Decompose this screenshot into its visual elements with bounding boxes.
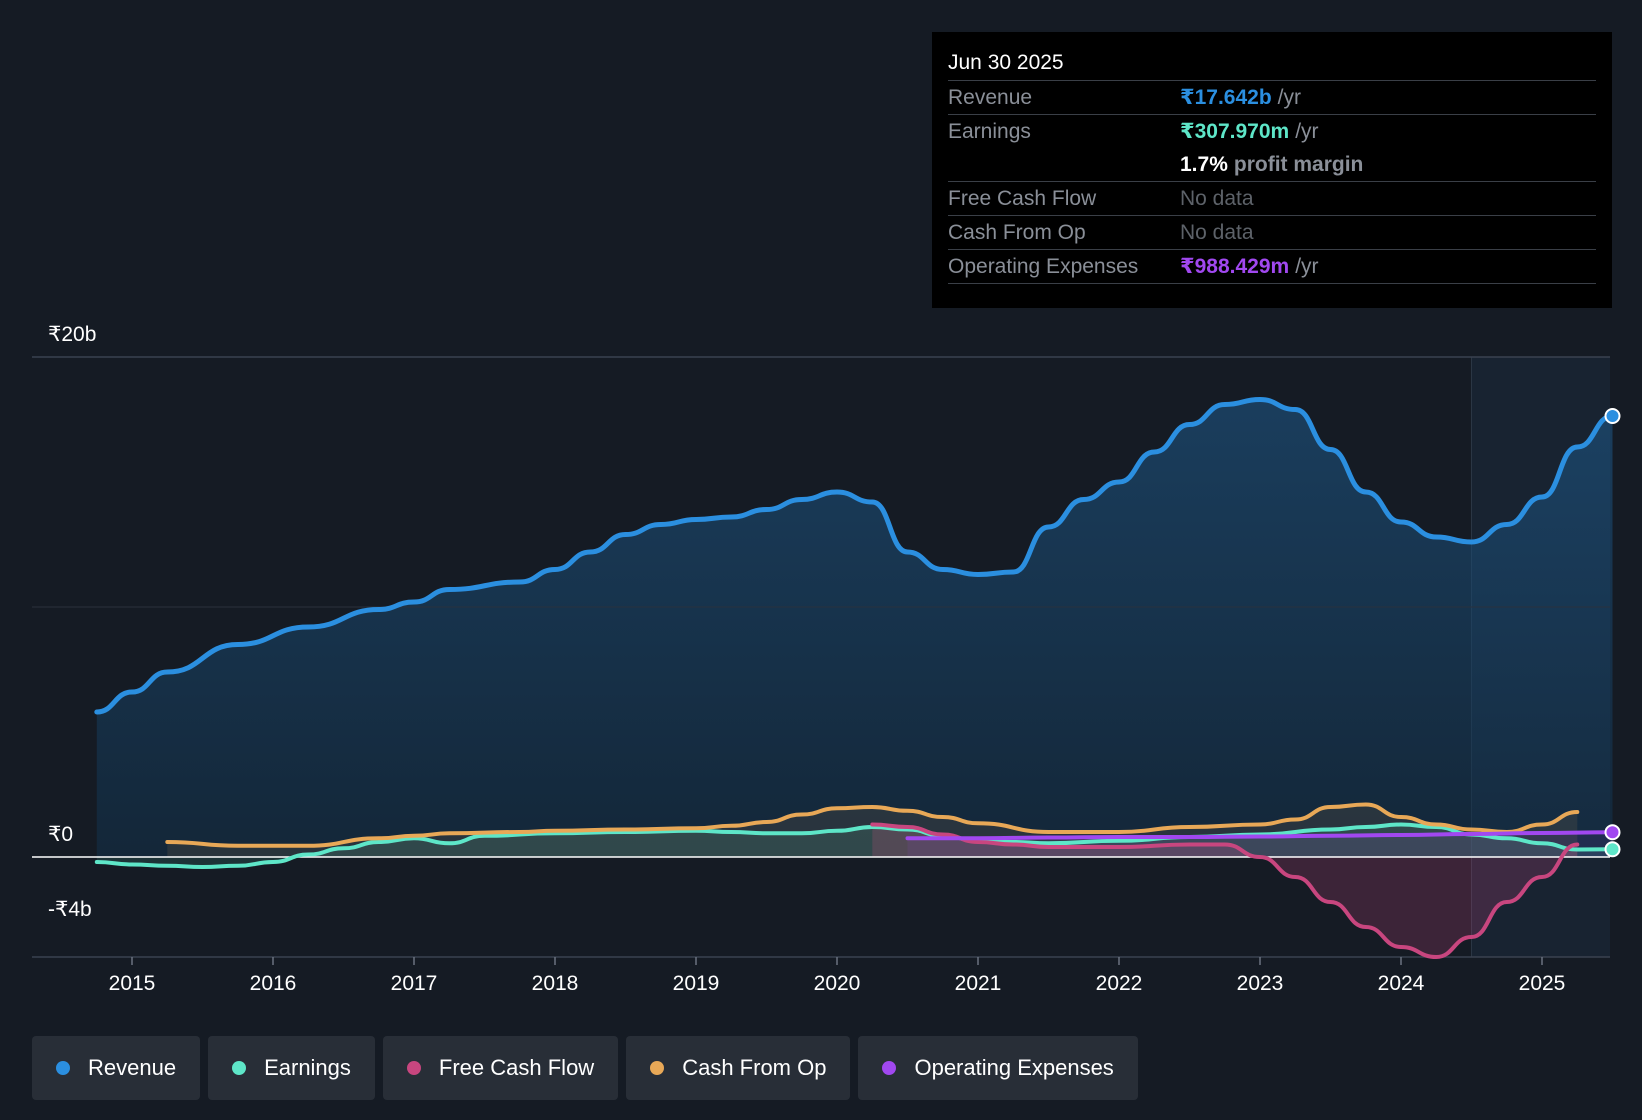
tooltip-label: Free Cash Flow: [948, 187, 1097, 210]
revenue-line: [94, 397, 1615, 715]
legend-label: Revenue: [88, 1055, 177, 1080]
tooltip-value: ₹17.642b: [1180, 86, 1272, 109]
operating-expenses-line: [905, 830, 1615, 841]
tooltip-unit: /yr: [1295, 255, 1319, 278]
x-tick-label: 2016: [250, 972, 297, 995]
tooltip-date: Jun 30 2025: [948, 46, 1596, 81]
earnings-line: [94, 822, 1615, 869]
legend-label: Cash From Op: [682, 1055, 827, 1080]
x-tick-label: 2017: [391, 972, 438, 995]
tooltip-row-cash-from-op: Cash From Op No data: [948, 216, 1596, 250]
cash-from-op-line: [165, 802, 1580, 848]
y-tick-label: ₹20b: [48, 323, 96, 346]
free-cash-flow-line: [870, 822, 1580, 959]
tooltip-row-free-cash-flow: Free Cash Flow No data: [948, 182, 1596, 216]
tooltip-value: No data: [1180, 221, 1254, 244]
legend-label: Operating Expenses: [914, 1055, 1114, 1080]
y-tick-label: -₹4b: [48, 898, 92, 921]
tooltip-row-operating-expenses: Operating Expenses ₹988.429m /yr: [948, 250, 1596, 284]
tooltip-label: Operating Expenses: [948, 255, 1139, 278]
revenue-dot-icon: [56, 1061, 70, 1075]
legend-item-revenue[interactable]: Revenue: [32, 1036, 201, 1100]
x-tick-label: 2020: [814, 972, 861, 995]
tooltip: Jun 30 2025 Revenue ₹17.642b /yr Earning…: [932, 32, 1612, 308]
tooltip-row-profit-margin: 1.7% profit margin: [948, 148, 1596, 182]
x-tick-label: 2015: [109, 972, 156, 995]
legend-item-cash-from-op[interactable]: Cash From Op: [626, 1036, 851, 1100]
x-tick-label: 2018: [532, 972, 579, 995]
x-tick-label: 2019: [673, 972, 720, 995]
legend-item-operating-expenses[interactable]: Operating Expenses: [858, 1036, 1138, 1100]
tooltip-label: Earnings: [948, 120, 1031, 143]
tooltip-label: [948, 148, 1180, 181]
x-tick-label: 2023: [1237, 972, 1284, 995]
earnings-end-marker: [1604, 841, 1621, 858]
x-tick-label: 2021: [955, 972, 1002, 995]
cash-from-op-dot-icon: [650, 1061, 665, 1075]
legend: Revenue Earnings Free Cash Flow Cash Fro…: [32, 1036, 1138, 1100]
y-tick-label: ₹0: [48, 823, 73, 846]
tooltip-row-revenue: Revenue ₹17.642b /yr: [948, 81, 1596, 115]
tooltip-value: 1.7%: [1180, 153, 1228, 176]
tooltip-label: Revenue: [948, 86, 1033, 109]
tooltip-label: Cash From Op: [948, 221, 1086, 244]
x-tick-label: 2024: [1378, 972, 1425, 995]
revenue-area: [96, 399, 1613, 857]
earnings-dot-icon: [232, 1061, 247, 1075]
tooltip-value: ₹988.429m: [1180, 255, 1290, 278]
legend-label: Earnings: [264, 1055, 351, 1080]
tooltip-unit: /yr: [1295, 120, 1319, 143]
tooltip-unit: profit margin: [1233, 153, 1364, 176]
tooltip-value: ₹307.970m: [1180, 120, 1290, 143]
legend-item-free-cash-flow[interactable]: Free Cash Flow: [382, 1036, 619, 1100]
tooltip-row-earnings: Earnings ₹307.970m /yr: [948, 115, 1596, 148]
x-tick-label: 2025: [1519, 972, 1566, 995]
operating-expenses-dot-icon: [882, 1061, 897, 1075]
operating-expenses-end-marker: [1604, 824, 1621, 841]
x-tick-label: 2022: [1096, 972, 1143, 995]
revenue-end-marker: [1604, 408, 1621, 424]
legend-label: Free Cash Flow: [438, 1055, 595, 1080]
free-cash-flow-dot-icon: [406, 1061, 421, 1075]
tooltip-unit: /yr: [1277, 86, 1301, 109]
legend-item-earnings[interactable]: Earnings: [208, 1036, 375, 1100]
tooltip-value: No data: [1180, 187, 1254, 210]
